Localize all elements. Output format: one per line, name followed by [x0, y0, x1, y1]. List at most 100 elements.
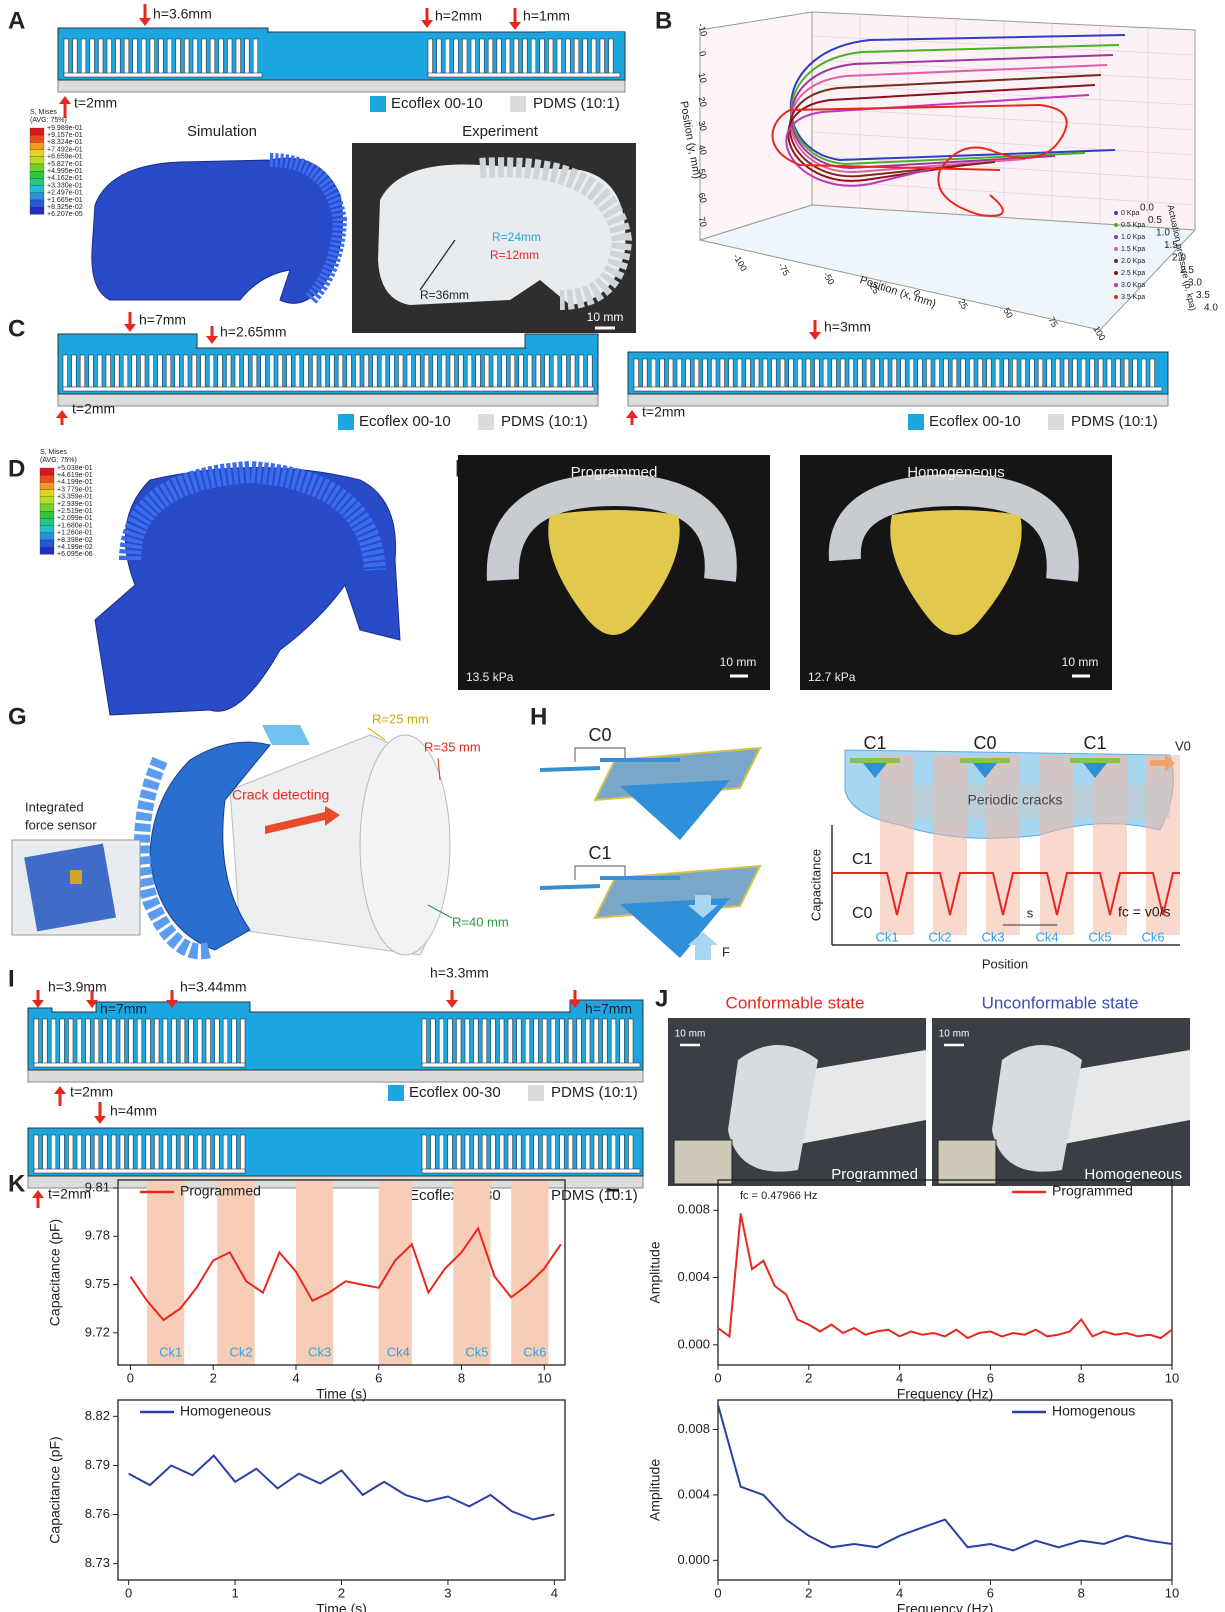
chamber — [232, 1135, 237, 1170]
chamber — [1055, 359, 1060, 388]
chamber — [240, 1135, 245, 1170]
legend-label: PDMS (10:1) — [551, 1084, 638, 1101]
arrow-head — [94, 1116, 106, 1124]
legend-swatch — [1048, 414, 1064, 430]
label: C0 — [588, 725, 611, 745]
b-legend-dot — [1114, 235, 1118, 239]
arrow-head — [206, 336, 218, 344]
chamber — [517, 1019, 522, 1064]
label: V0 — [1175, 738, 1191, 753]
label: +8.398e-02 — [57, 537, 93, 544]
chamber — [64, 39, 69, 74]
label: h=2.65mm — [220, 324, 287, 340]
chamber — [508, 1019, 513, 1064]
label: +8.324e-01 — [47, 139, 83, 146]
chamber — [159, 39, 164, 74]
region-label: Ck1 — [159, 1344, 182, 1359]
y-axis-title: Capacitance (pF) — [47, 1436, 63, 1543]
chamber — [551, 1135, 556, 1170]
contour-band — [40, 511, 54, 518]
chamber — [34, 1019, 39, 1064]
label: t=2mm — [74, 95, 117, 111]
chamber — [465, 1019, 470, 1064]
label: Integrated — [25, 799, 84, 814]
chamber — [534, 1019, 539, 1064]
x-tick-label: 2 — [805, 1585, 812, 1600]
ecoflex-raise-fill — [59, 347, 196, 350]
chamber — [542, 1019, 547, 1064]
chamber — [86, 1135, 91, 1170]
panel-label: D — [8, 455, 25, 482]
chamber — [355, 355, 360, 388]
label: h=3.44mm — [180, 979, 247, 995]
arrow-head — [59, 96, 71, 104]
label: 12.7 kPa — [808, 670, 856, 684]
label: +9.157e-01 — [47, 132, 83, 139]
contour-band — [30, 186, 44, 193]
chamber — [465, 1135, 470, 1170]
chamber — [167, 39, 172, 74]
chamber — [245, 39, 250, 74]
contour-band — [30, 193, 44, 200]
chamber — [1124, 359, 1129, 388]
shaded-region — [379, 1180, 412, 1365]
y-tick-label: 8.73 — [85, 1555, 110, 1570]
label: -10 — [696, 22, 709, 37]
contour-band — [40, 533, 54, 540]
chamber — [236, 39, 241, 74]
chamber — [445, 39, 450, 74]
h-crack — [1040, 755, 1074, 935]
chamber — [523, 39, 528, 74]
simulation-shape — [92, 158, 343, 303]
label: C1 — [588, 843, 611, 863]
label: Programmed — [571, 464, 658, 481]
chamber — [525, 1135, 530, 1170]
label: +2.099e-01 — [57, 515, 93, 522]
chamber — [206, 1019, 211, 1064]
g-inset-sensor — [24, 844, 116, 932]
h-crack — [933, 755, 967, 935]
arrow-head — [32, 1190, 44, 1198]
chamber — [158, 355, 163, 388]
label: C1 — [863, 733, 886, 753]
chamber — [448, 1135, 453, 1170]
b-legend-dot — [1114, 271, 1118, 275]
x-tick-label: 1 — [231, 1585, 238, 1600]
channel — [634, 387, 1162, 391]
chamber — [815, 359, 820, 388]
chamber — [86, 1019, 91, 1064]
label: 0.5 Kpa — [1121, 222, 1145, 229]
chamber — [1133, 359, 1138, 388]
contour-band — [40, 490, 54, 497]
legend-label: PDMS (10:1) — [501, 413, 588, 430]
chamber — [480, 39, 485, 74]
label: Capacitance — [808, 849, 823, 921]
chamber — [832, 359, 837, 388]
label: h=3.6mm — [153, 6, 212, 22]
x-tick-label: 0 — [125, 1585, 132, 1600]
x-tick-label: 3 — [444, 1585, 451, 1600]
chamber — [197, 1135, 202, 1170]
chamber — [330, 355, 335, 388]
chamber — [132, 355, 137, 388]
chamber — [94, 1135, 99, 1170]
chamber — [235, 355, 240, 388]
region-label: Ck3 — [308, 1344, 331, 1359]
chamber — [514, 39, 519, 74]
channel — [34, 1169, 245, 1173]
chamber — [585, 1019, 590, 1064]
arrow-head — [124, 324, 136, 332]
chamber — [969, 359, 974, 388]
contour-band — [30, 171, 44, 178]
label: Ck4 — [1035, 929, 1058, 944]
chamber — [120, 1135, 125, 1170]
chamber — [525, 1019, 530, 1064]
chamber — [995, 359, 1000, 388]
chamber — [459, 355, 464, 388]
chamber — [172, 1135, 177, 1170]
legend-swatch — [388, 1085, 404, 1101]
contour-band — [30, 157, 44, 164]
chamber — [287, 355, 292, 388]
label: h=3mm — [824, 319, 871, 335]
chamber — [175, 355, 180, 388]
